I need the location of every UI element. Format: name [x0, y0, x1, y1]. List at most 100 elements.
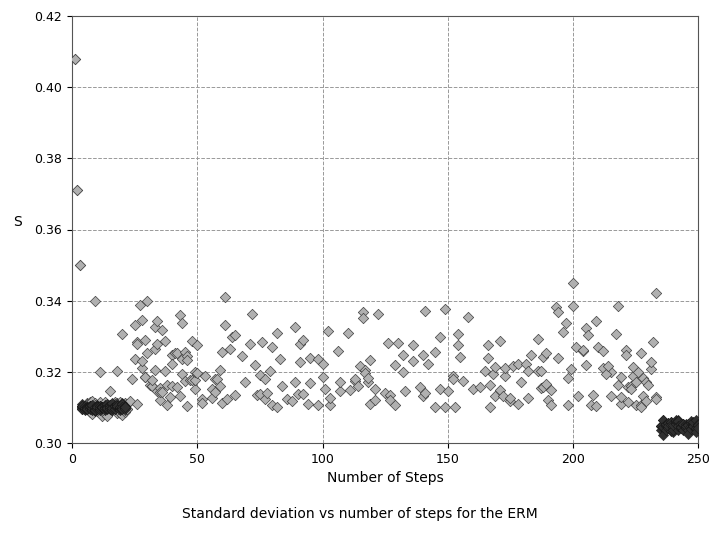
Point [91, 402, 103, 411]
Point [129, 321, 140, 330]
Point [305, 354, 316, 363]
Point [657, 423, 669, 431]
Point [690, 428, 702, 436]
Point [81, 404, 93, 413]
Point [505, 394, 516, 402]
Point [276, 382, 288, 390]
Point [522, 367, 534, 375]
Point [81, 400, 93, 408]
Point [146, 382, 158, 390]
Point [637, 392, 649, 401]
Point [532, 335, 544, 343]
Point [94, 401, 105, 409]
Point [249, 361, 261, 369]
Point [635, 402, 647, 411]
Point [227, 332, 238, 341]
Point [146, 376, 158, 384]
Point [171, 349, 183, 357]
Point [222, 395, 233, 403]
Point [154, 396, 166, 405]
Point [99, 404, 110, 413]
Point [407, 357, 418, 366]
Point [384, 396, 396, 404]
Point [264, 367, 276, 376]
Point [117, 399, 128, 407]
Point [657, 431, 669, 440]
Point [490, 392, 501, 400]
Point [156, 387, 168, 396]
Point [144, 381, 156, 389]
Point [637, 374, 649, 382]
Point [640, 396, 652, 405]
Point [136, 316, 148, 325]
Point [259, 375, 271, 384]
Point [119, 403, 130, 412]
Point [99, 397, 110, 406]
Point [161, 381, 173, 389]
Point [317, 359, 328, 368]
Point [632, 368, 644, 377]
Point [349, 375, 361, 383]
Point [645, 364, 657, 373]
Point [78, 406, 90, 414]
Point [114, 409, 125, 417]
Point [562, 374, 574, 382]
Point [86, 401, 98, 409]
Point [662, 422, 674, 430]
Point [567, 302, 579, 310]
Point [81, 400, 93, 409]
Point [430, 347, 441, 356]
Point [480, 367, 491, 375]
Point [670, 420, 682, 429]
Point [86, 405, 98, 414]
Point [289, 323, 301, 332]
Point [102, 403, 113, 412]
Point [449, 402, 461, 411]
Point [176, 355, 188, 363]
Point [139, 373, 150, 381]
Point [76, 401, 88, 410]
Point [181, 402, 193, 411]
Point [485, 402, 496, 411]
Point [266, 342, 278, 351]
Point [104, 404, 115, 413]
Point [217, 348, 228, 356]
Point [582, 330, 594, 339]
Point [176, 370, 188, 379]
Point [630, 401, 642, 410]
Point [119, 402, 130, 410]
Point [678, 420, 689, 428]
Point [447, 371, 459, 380]
Point [512, 400, 523, 408]
Point [207, 384, 218, 393]
Point [174, 311, 186, 320]
Point [84, 398, 95, 407]
Point [685, 417, 697, 426]
Point [334, 387, 346, 395]
Point [688, 418, 699, 427]
Point [117, 403, 128, 411]
Point [603, 361, 614, 370]
Point [454, 353, 466, 361]
Point [292, 389, 303, 398]
Point [199, 372, 210, 380]
Point [141, 349, 153, 357]
Point [415, 383, 426, 391]
Point [96, 403, 108, 411]
Point [84, 400, 95, 409]
Point [109, 402, 120, 411]
Point [675, 420, 687, 428]
Point [672, 417, 684, 426]
Point [457, 377, 469, 386]
Point [109, 402, 120, 410]
Point [688, 421, 699, 429]
Point [535, 367, 546, 375]
Point [99, 406, 110, 415]
Point [86, 406, 98, 414]
Point [635, 401, 647, 409]
Point [84, 402, 95, 411]
Point [490, 363, 501, 372]
Point [209, 375, 220, 383]
Point [259, 395, 271, 403]
Point [590, 316, 601, 325]
